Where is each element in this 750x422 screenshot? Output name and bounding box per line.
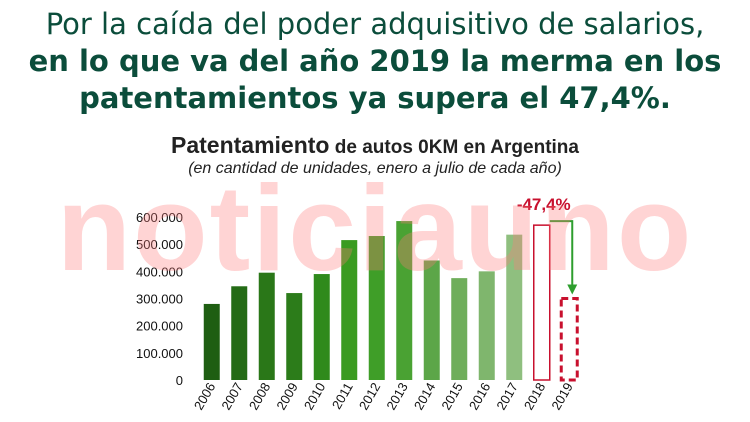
bar <box>533 224 551 381</box>
x-tick-label: 2017 <box>493 380 520 413</box>
x-tick-label: 2019 <box>548 380 575 413</box>
x-tick-label: 2009 <box>273 380 300 413</box>
x-tick-label: 2011 <box>329 380 356 412</box>
bar <box>286 293 303 380</box>
bar <box>368 236 385 380</box>
arrow-line <box>549 220 574 287</box>
chart-title: Patentamiento de autos 0KM en Argentina <box>0 132 750 159</box>
headline: Por la caída del poder adquisitivo de sa… <box>0 6 750 117</box>
chart-subtitle: (en cantidad de unidades, enero a julio … <box>188 160 562 177</box>
bar <box>203 303 220 380</box>
x-tick-label: 2006 <box>191 380 218 413</box>
x-tick-label: 2015 <box>438 380 465 413</box>
x-tick-label: 2012 <box>356 380 383 413</box>
bar <box>423 260 440 380</box>
x-tick-label: 2014 <box>411 380 438 413</box>
bar <box>341 240 358 380</box>
bar <box>506 234 523 380</box>
y-tick-label: 200.000 <box>136 319 183 334</box>
y-tick-label: 600.000 <box>136 210 183 225</box>
bar <box>231 286 248 380</box>
headline-line-3: patentamientos ya supera el 47,4%. <box>79 81 671 115</box>
bar <box>396 221 413 380</box>
headline-line-1: Por la caída del poder adquisitivo de sa… <box>45 7 705 41</box>
x-tick-label: 2018 <box>521 380 548 413</box>
chart-title-main: Patentamiento <box>171 132 330 158</box>
x-tick-label: 2007 <box>218 380 245 413</box>
y-tick-label: 0 <box>176 373 183 388</box>
bar <box>258 272 275 380</box>
y-tick-label: 100.000 <box>136 346 183 361</box>
bar <box>478 271 495 380</box>
y-tick-label: 300.000 <box>136 292 183 307</box>
change-annotation: -47,4% <box>517 195 571 214</box>
bar <box>313 274 330 380</box>
bar <box>451 278 468 380</box>
arrow-head <box>567 284 578 295</box>
x-tick-label: 2016 <box>466 380 493 413</box>
x-tick-label: 2008 <box>246 380 273 413</box>
x-tick-label: 2013 <box>383 380 410 413</box>
y-tick-label: 500.000 <box>136 237 183 252</box>
y-tick-label: 400.000 <box>136 264 183 279</box>
x-tick-label: 2010 <box>301 380 328 413</box>
chart-title-rest: de autos 0KM en Argentina <box>329 137 579 158</box>
headline-line-2: en lo que va del año 2019 la merma en lo… <box>28 44 722 78</box>
bar <box>559 297 579 382</box>
